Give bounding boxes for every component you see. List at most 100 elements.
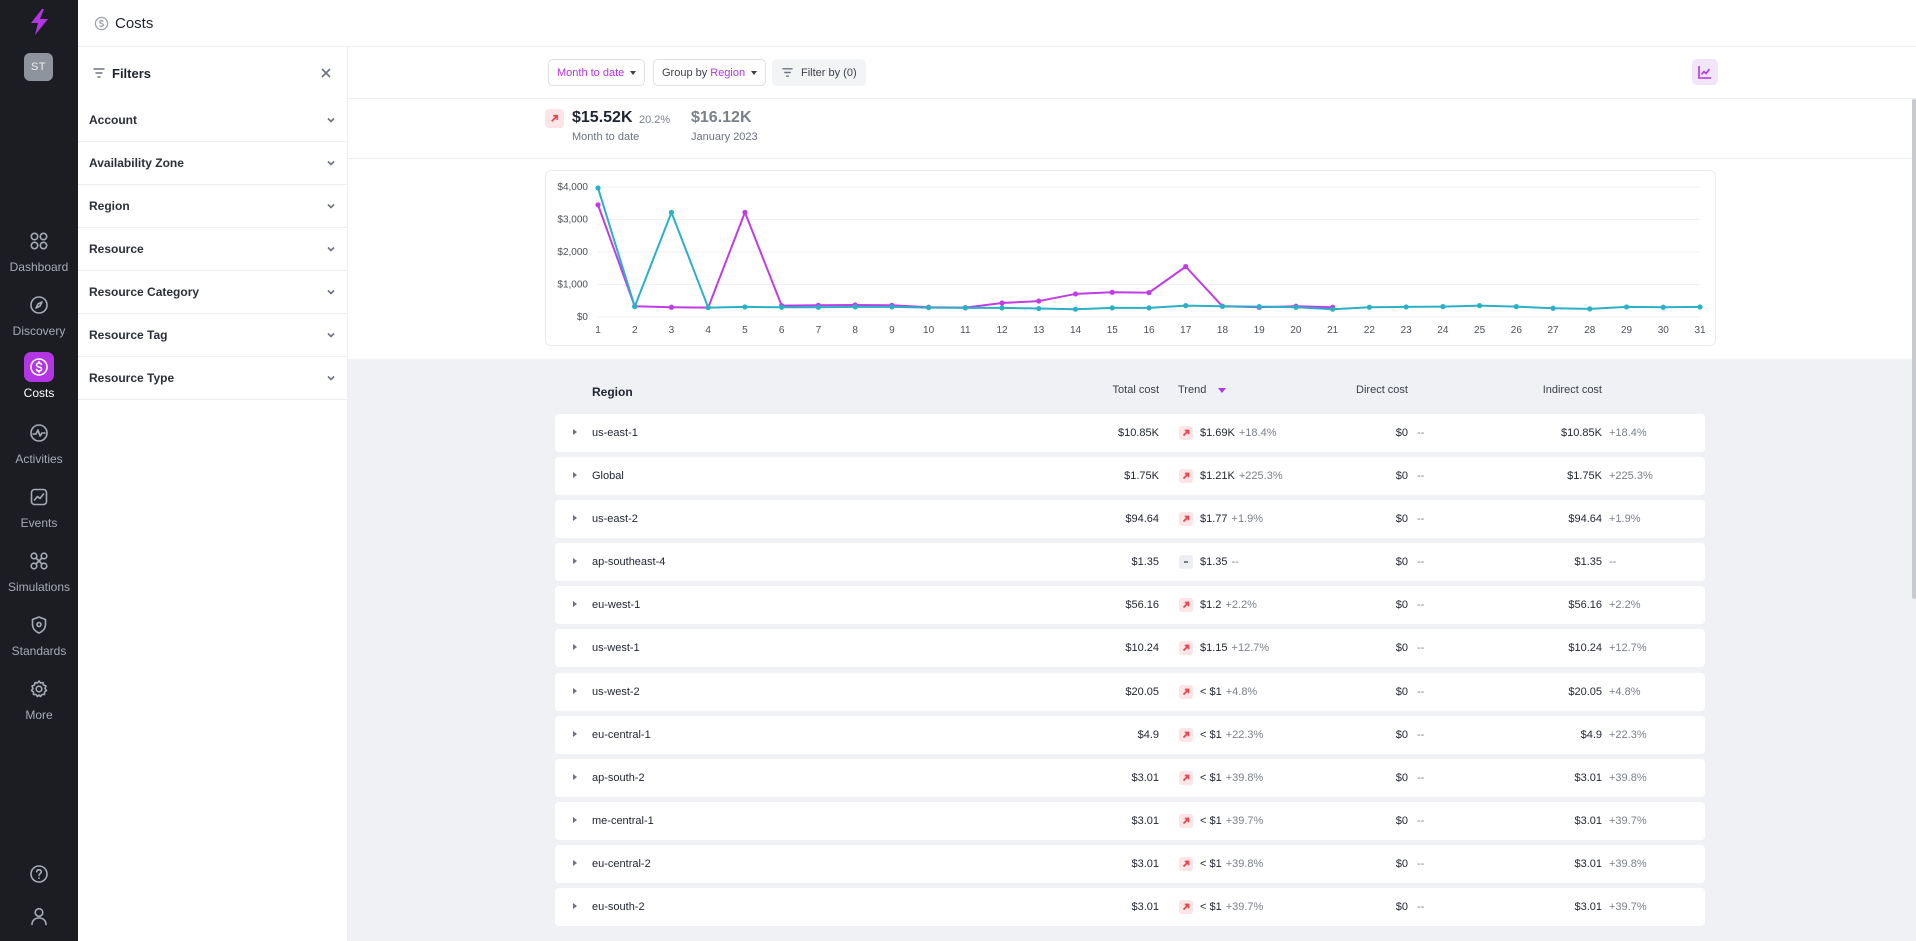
table-row[interactable]: ap-southeast-4 $1.35 $1.35 -- $0 -- $1.35 -- <box>555 543 1705 582</box>
trend-pct: +225.3% <box>1238 470 1283 483</box>
table-row[interactable]: me-central-1 $3.01 < $1 +39.7% $0 -- $3.01 +39.… <box>555 801 1705 840</box>
expand-caret-icon[interactable] <box>573 687 577 694</box>
filter-account[interactable]: Account <box>78 99 347 142</box>
filters-header: Filters <box>78 47 347 99</box>
expand-caret-icon[interactable] <box>573 816 577 823</box>
direct-pct: -- <box>1417 556 1425 569</box>
expand-caret-icon[interactable] <box>573 903 577 910</box>
direct-cost: $0 <box>1395 513 1408 526</box>
data-point <box>1072 306 1079 312</box>
filter-by-button[interactable]: Filter by (0) <box>772 59 866 86</box>
filter-resource-tag[interactable]: Resource Tag <box>78 314 347 357</box>
region-name: us-east-1 <box>592 427 638 439</box>
total-cost: $1.35 <box>1131 556 1159 569</box>
avatar[interactable]: ST <box>24 53 53 81</box>
indirect-pct: +18.4% <box>1609 427 1647 439</box>
nav-item-more[interactable]: More <box>0 674 78 734</box>
scrollbar[interactable] <box>1912 99 1916 599</box>
indirect-pct: +22.3% <box>1609 728 1647 741</box>
trend-pct: -- <box>1231 556 1239 569</box>
nav-item-dashboard[interactable]: Dashboard <box>0 226 78 286</box>
header-direct-cost[interactable]: Direct cost <box>1356 384 1408 396</box>
table-row[interactable]: us-east-2 $94.64 $1.77 +1.9% $0 -- $94.64 +1.9% <box>555 500 1705 539</box>
table-row[interactable]: Global $1.75K $1.21K +225.3% $0 -- $1.75K +225.… <box>555 457 1705 496</box>
header-indirect-cost[interactable]: Indirect cost <box>1542 384 1602 396</box>
logo-icon[interactable] <box>26 8 52 36</box>
dollar-icon <box>94 16 109 30</box>
nav-item-activities[interactable]: Activities <box>0 418 78 478</box>
table-row[interactable]: eu-central-2 $3.01 < $1 +39.8% $0 -- $3.01 +39.… <box>555 844 1705 883</box>
data-point <box>1513 304 1519 310</box>
chart-toggle-button[interactable] <box>1692 59 1718 85</box>
events-icon <box>30 488 48 506</box>
filter-region[interactable]: Region <box>78 185 347 228</box>
table-row[interactable]: us-west-2 $20.05 < $1 +4.8% $0 -- $20.05 +4.8% <box>555 672 1705 711</box>
table-row[interactable]: eu-west-1 $56.16 $1.2 +2.2% $0 -- $56.16 +2.2% <box>555 586 1705 625</box>
region-name: eu-south-2 <box>592 901 645 914</box>
direct-pct: -- <box>1417 642 1425 655</box>
table-row[interactable]: eu-central-1 $4.9 < $1 +22.3% $0 -- $4.9 +22.3% <box>555 715 1705 754</box>
nav-label: Dashboard <box>9 260 69 274</box>
user-button[interactable] <box>0 906 78 926</box>
expand-caret-icon[interactable] <box>573 515 577 522</box>
nav-label: Costs <box>23 386 55 400</box>
data-point <box>926 304 932 311</box>
expand-caret-icon[interactable] <box>573 859 577 866</box>
table-row[interactable]: us-east-1 $10.85K $1.69K +18.4% $0 -- $10.85K +… <box>555 414 1705 452</box>
help-icon <box>30 865 48 883</box>
expand-caret-icon[interactable] <box>573 472 577 479</box>
indirect-pct: +4.8% <box>1609 685 1641 698</box>
indirect-cost: $4.9 <box>1580 728 1602 741</box>
close-icon[interactable] <box>319 66 333 80</box>
caret-down-icon <box>630 70 637 75</box>
trend-badge <box>1179 598 1193 613</box>
total-cost: $1.75K <box>1124 470 1159 483</box>
arrow-up-right-icon <box>1182 472 1190 480</box>
x-tick-label: 3 <box>669 325 675 336</box>
group-by-select[interactable]: Group by Region <box>653 59 767 86</box>
x-tick-label: 30 <box>1658 325 1670 336</box>
data-point <box>1440 304 1446 310</box>
table-row[interactable]: us-west-1 $10.24 $1.15 +12.7% $0 -- $10.24 +12.… <box>555 629 1705 668</box>
data-point <box>1146 290 1152 296</box>
expand-caret-icon[interactable] <box>573 429 577 435</box>
region-name: eu-west-1 <box>592 599 641 612</box>
filter-resource-type[interactable]: Resource Type <box>78 357 347 400</box>
nav-item-discovery[interactable]: Discovery <box>0 290 78 350</box>
trend-badge <box>1179 727 1193 742</box>
trend-badge <box>1179 641 1193 656</box>
expand-caret-icon[interactable] <box>573 730 577 737</box>
data-point <box>1109 289 1115 295</box>
help-button[interactable] <box>0 864 78 884</box>
filter-resource-category[interactable]: Resource Category <box>78 271 347 314</box>
x-tick-label: 2 <box>632 325 638 336</box>
filter-resource[interactable]: Resource <box>78 228 347 271</box>
header-region[interactable]: Region <box>592 385 633 399</box>
x-tick-label: 25 <box>1474 325 1486 336</box>
data-point <box>595 185 601 191</box>
direct-cost: $0 <box>1395 728 1408 741</box>
total-cost: $94.64 <box>1125 513 1159 526</box>
nav-item-events[interactable]: Events <box>0 482 78 542</box>
header-total-cost[interactable]: Total cost <box>1112 384 1159 396</box>
indirect-pct: +225.3% <box>1609 470 1653 483</box>
table-row[interactable]: eu-south-2 $3.01 < $1 +39.7% $0 -- $3.01 +39.7% <box>555 888 1705 927</box>
filter-availability-zone[interactable]: Availability Zone <box>78 142 347 185</box>
indirect-cost: $3.01 <box>1574 857 1602 870</box>
expand-caret-icon[interactable] <box>573 601 577 608</box>
period-select[interactable]: Month to date <box>548 59 646 86</box>
header-trend[interactable]: Trend <box>1178 384 1227 396</box>
direct-pct: -- <box>1417 814 1425 827</box>
trend-badge <box>1179 512 1193 527</box>
nav-item-standards[interactable]: Standards <box>0 610 78 670</box>
table-row[interactable]: ap-south-2 $3.01 < $1 +39.8% $0 -- $3.01 +39.8% <box>555 758 1705 797</box>
trend-pct: +1.9% <box>1231 513 1264 526</box>
expand-caret-icon[interactable] <box>573 644 577 651</box>
expand-caret-icon[interactable] <box>573 558 577 565</box>
trend-value: $1.2 +2.2% <box>1200 599 1257 612</box>
expand-caret-icon[interactable] <box>573 773 577 780</box>
nav-item-simulations[interactable]: Simulations <box>0 546 78 606</box>
nav-item-costs[interactable]: Costs <box>0 352 78 412</box>
x-tick-label: 19 <box>1254 325 1266 336</box>
direct-cost: $0 <box>1395 814 1408 827</box>
